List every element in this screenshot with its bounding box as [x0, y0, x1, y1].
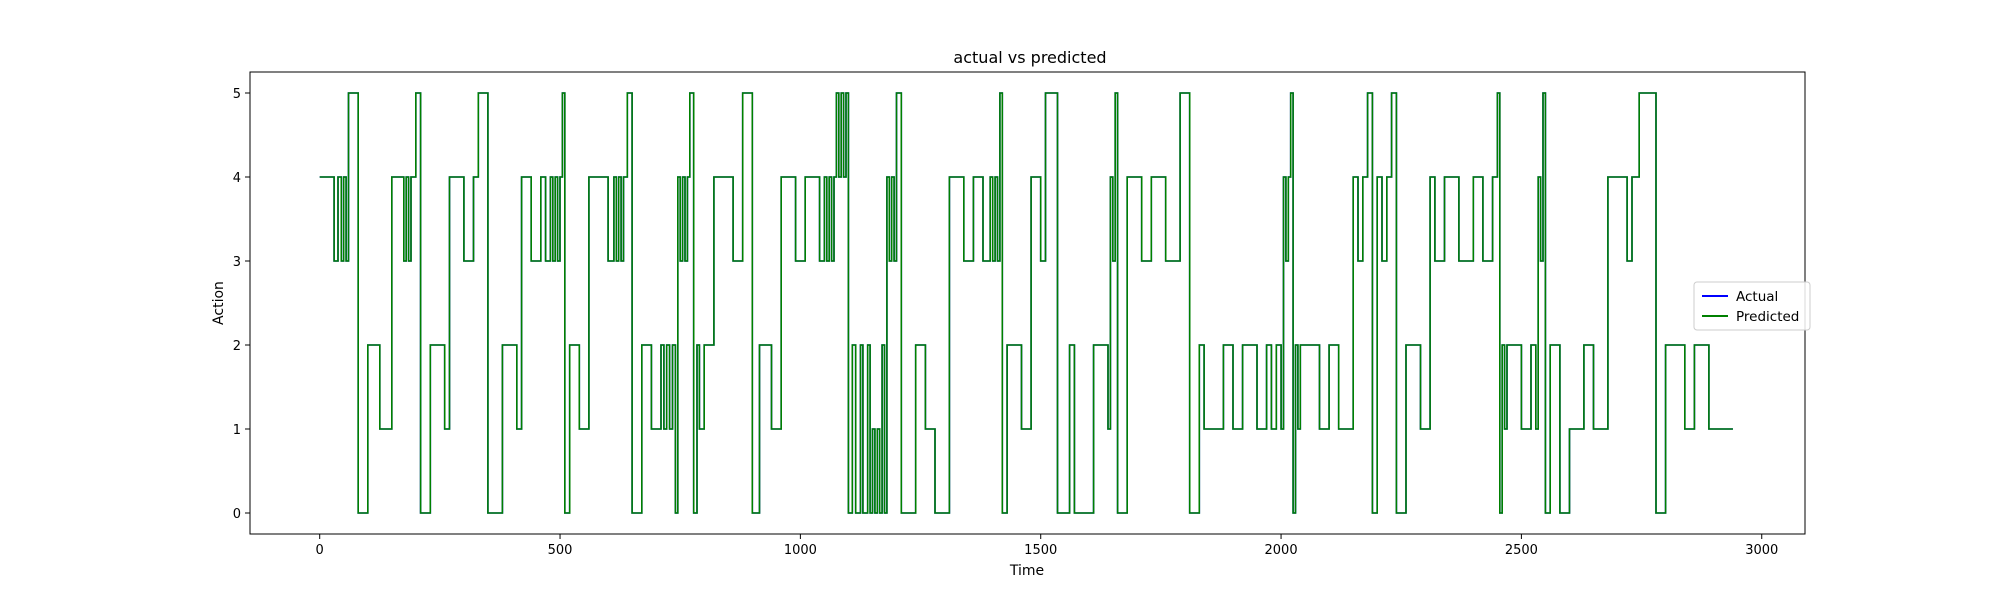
y-tick-label: 3: [233, 255, 241, 270]
legend: Actual Predicted: [1693, 281, 1811, 331]
x-tick-label: 2500: [1505, 543, 1538, 558]
chart-title: actual vs predicted: [953, 48, 1106, 67]
x-tick-label: 1500: [1024, 543, 1057, 558]
legend-label-actual: Actual: [1736, 289, 1778, 305]
x-axis-title: Time: [1009, 563, 1044, 579]
y-tick-label: 5: [233, 87, 241, 102]
x-tick-label: 2000: [1265, 543, 1298, 558]
y-tick-label: 1: [233, 423, 241, 438]
x-axis: 0 500 1000 1500 2000 2500 3000: [316, 534, 1778, 558]
y-tick-label: 0: [233, 507, 241, 522]
series-layer: [319, 92, 1733, 514]
y-tick-label: 4: [233, 171, 241, 186]
legend-box: [1693, 281, 1811, 331]
x-tick-label: 1000: [784, 543, 817, 558]
y-tick-label: 2: [233, 339, 241, 354]
x-tick-label: 500: [548, 543, 573, 558]
x-tick-label: 0: [316, 543, 324, 558]
x-tick-label: 3000: [1745, 543, 1778, 558]
y-axis: 0 1 2 3 4 5: [233, 87, 250, 522]
y-axis-title: Action: [211, 281, 227, 325]
legend-label-predicted: Predicted: [1736, 309, 1799, 325]
series-line-predicted: [319, 92, 1733, 514]
